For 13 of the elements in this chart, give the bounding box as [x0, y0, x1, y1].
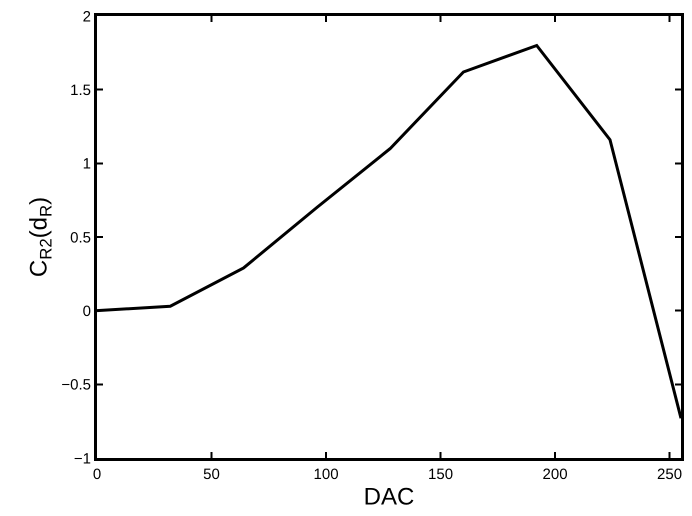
x-tick-label: 250 — [657, 466, 682, 483]
x-tick-label: 100 — [314, 466, 339, 483]
x-axis-title: DAC — [364, 483, 414, 510]
x-tick-label: 50 — [203, 466, 220, 483]
y-tick-label: 2 — [82, 8, 91, 26]
y-tick-label: −1 — [74, 450, 91, 468]
x-tick-label: 200 — [542, 466, 568, 483]
x-tick-label: 150 — [428, 466, 454, 483]
y-tick-label: 0.5 — [70, 229, 91, 246]
y-tick-label: 0 — [82, 302, 91, 320]
y-tick-label: 1 — [82, 156, 91, 173]
y-tick-label: −0.5 — [61, 376, 91, 394]
y-tick-label: 1.5 — [70, 82, 91, 99]
